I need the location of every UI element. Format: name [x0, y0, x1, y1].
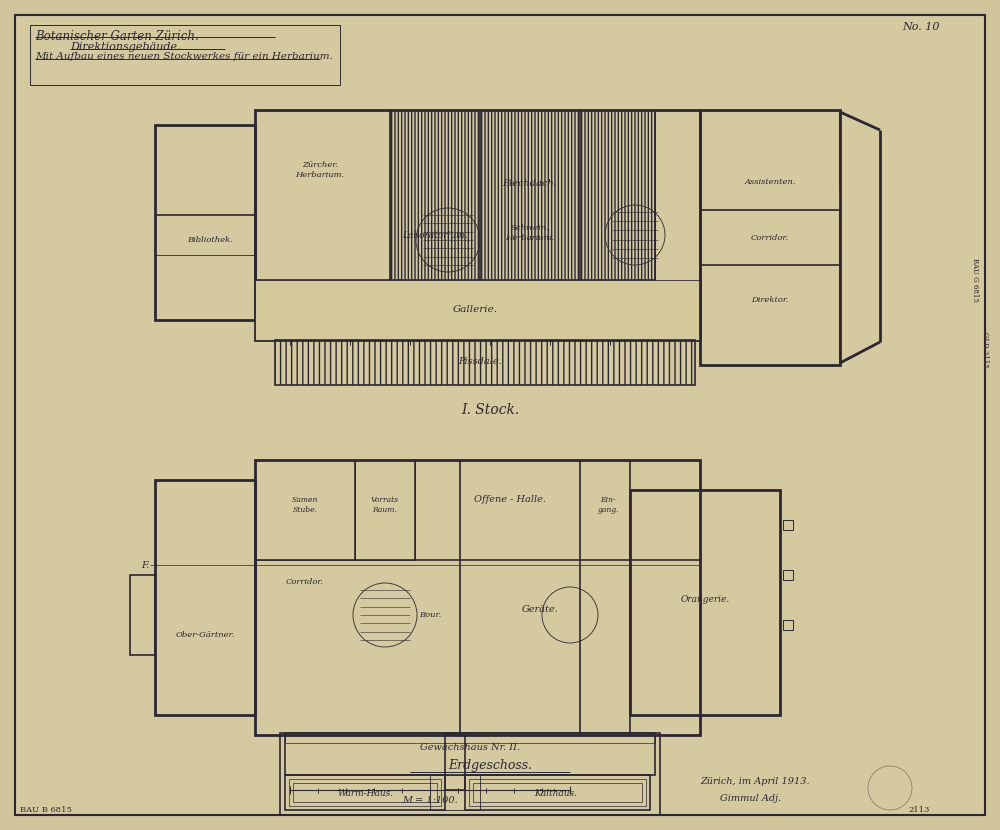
- Bar: [355, 460, 415, 560]
- Bar: [465, 775, 650, 810]
- Text: Corridor.: Corridor.: [751, 234, 789, 242]
- Text: Botanischer Garten Zürich.: Botanischer Garten Zürich.: [35, 30, 199, 43]
- Text: Gewächshaus Nr. II.: Gewächshaus Nr. II.: [420, 744, 520, 753]
- Bar: [473, 783, 642, 802]
- Text: Samen
Stube.: Samen Stube.: [292, 496, 318, 514]
- Text: Mit Aufbau eines neuen Stockwerkes für ein Herbarium.: Mit Aufbau eines neuen Stockwerkes für e…: [35, 52, 333, 61]
- Bar: [255, 460, 700, 735]
- Text: No. 10: No. 10: [902, 22, 940, 32]
- Text: Gallerie.: Gallerie.: [452, 305, 498, 315]
- Bar: [255, 460, 355, 560]
- Text: Orangerie.: Orangerie.: [680, 595, 730, 604]
- Text: GLD 3115: GLD 3115: [981, 332, 989, 368]
- Text: Offene - Halle.: Offene - Halle.: [474, 496, 546, 505]
- Text: I. Stock.: I. Stock.: [461, 403, 519, 417]
- Bar: [289, 779, 441, 806]
- Bar: [285, 733, 655, 775]
- Bar: [630, 490, 780, 715]
- Bar: [293, 783, 437, 802]
- Bar: [130, 575, 155, 655]
- Text: Vorrats
Raum.: Vorrats Raum.: [371, 496, 399, 514]
- Text: Kalthaus.: Kalthaus.: [534, 788, 578, 798]
- Text: Erdgeschoss.: Erdgeschoss.: [448, 759, 532, 772]
- Text: Warm-Haus.: Warm-Haus.: [337, 788, 393, 798]
- Text: Assistenten.: Assistenten.: [744, 178, 796, 186]
- Text: Pissdale.: Pissdale.: [458, 358, 502, 367]
- Bar: [783, 620, 793, 630]
- Text: Gimmul Adj.: Gimmul Adj.: [720, 793, 781, 803]
- Bar: [783, 570, 793, 580]
- Bar: [469, 779, 646, 806]
- Bar: [280, 733, 660, 815]
- Text: Blechdach.: Blechdach.: [503, 178, 557, 188]
- Text: BAU B 6815: BAU B 6815: [20, 806, 72, 814]
- Bar: [285, 733, 655, 743]
- Bar: [445, 735, 465, 790]
- Bar: [783, 520, 793, 530]
- Bar: [430, 775, 480, 810]
- Text: Laboratorium.: Laboratorium.: [402, 231, 468, 240]
- Bar: [155, 125, 255, 320]
- Bar: [390, 110, 655, 280]
- Text: Zürich, im April 1913.: Zürich, im April 1913.: [700, 778, 810, 787]
- Text: Geräte.: Geräte.: [522, 606, 558, 614]
- Text: BAU G 6815: BAU G 6815: [971, 258, 979, 302]
- Text: M = 1:100.: M = 1:100.: [402, 795, 458, 804]
- Bar: [275, 340, 695, 385]
- Bar: [285, 775, 445, 810]
- Bar: [30, 25, 340, 85]
- Text: Schwein.
Herbarium.: Schwein. Herbarium.: [505, 224, 555, 242]
- Text: F.: F.: [141, 560, 149, 569]
- Bar: [255, 280, 700, 340]
- Text: Ober-Gärtner.: Ober-Gärtner.: [175, 631, 235, 639]
- Text: Zürcher.
Herbarium.: Zürcher. Herbarium.: [295, 161, 345, 178]
- Bar: [700, 110, 840, 365]
- Text: Ein-
gang.: Ein- gang.: [597, 496, 619, 514]
- Text: Corridor.: Corridor.: [286, 578, 324, 586]
- Bar: [155, 480, 255, 715]
- Text: Direktionsgebäude.: Direktionsgebäude.: [70, 42, 181, 52]
- Text: Direktor.: Direktor.: [751, 296, 789, 304]
- Text: 2113: 2113: [909, 806, 930, 814]
- Text: Bibliothek.: Bibliothek.: [187, 236, 233, 244]
- Text: Bour.: Bour.: [419, 611, 441, 619]
- Bar: [255, 110, 700, 340]
